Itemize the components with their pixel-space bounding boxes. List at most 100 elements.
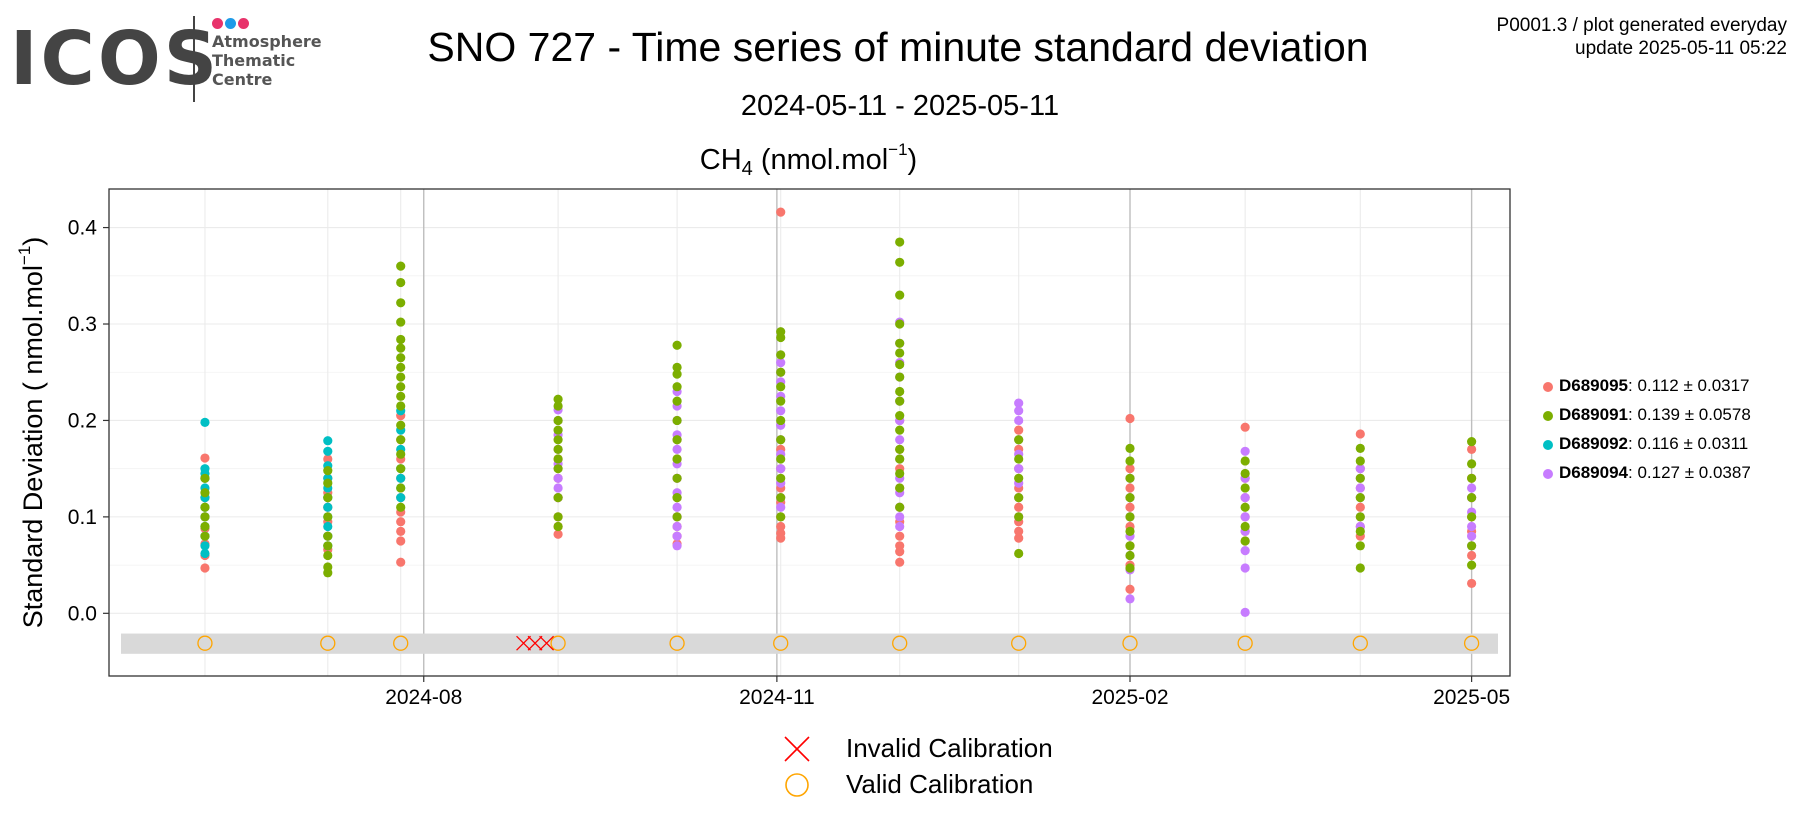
logo-subtitle: Atmosphere Thematic Centre: [212, 32, 322, 89]
data-point-d689091: [1240, 468, 1250, 479]
data-point-d689091: [776, 435, 786, 445]
data-point-d689091: [323, 541, 333, 551]
data-point-d689091: [1240, 456, 1250, 466]
data-point-d689091: [200, 521, 210, 532]
data-point-d689091: [895, 348, 905, 358]
data-point-d689091: [895, 257, 905, 267]
data-point-d689091: [553, 492, 563, 503]
data-point-d689091: [1467, 437, 1477, 447]
data-point-d689095: [553, 529, 563, 539]
data-point-d689091: [895, 396, 905, 406]
invalid-x-stroke: [516, 635, 532, 651]
logo-subtitle-line: Centre: [212, 70, 273, 89]
data-point-d689094: [553, 483, 563, 493]
valid-calibration-marker: [1011, 635, 1027, 651]
valid-calibration-marker: [197, 635, 213, 651]
valid-calibration-marker: [1463, 635, 1480, 651]
axes: 0.0 0.1 0.2 0.3 0.4 2024-08 2024-11 2025-02 2025…: [68, 217, 1510, 709]
data-point-d689091: [895, 237, 905, 247]
valid-circle-icon: [785, 773, 809, 797]
icos-logo: ICOS Atmosphere Thematic Centre: [10, 14, 340, 104]
series-name: D689094: [1559, 463, 1629, 482]
data-point-d689091: [1467, 541, 1477, 551]
data-point-d689094: [1014, 464, 1024, 474]
data-point-d689091: [1355, 456, 1365, 466]
series-name: D689095: [1559, 376, 1629, 395]
data-point-d689091: [895, 411, 905, 421]
data-point-d689091: [553, 521, 563, 532]
invalid-calibration-marker: [527, 635, 543, 651]
logo-divider: [193, 16, 195, 102]
data-point-d689095: [1125, 413, 1135, 424]
data-point-d689094: [1467, 483, 1477, 493]
data-point-d689091: [776, 454, 786, 464]
data-point-d689094: [1240, 492, 1250, 503]
data-point-d689091: [672, 492, 682, 503]
data-point-d689091: [672, 473, 682, 483]
data-point-d689091: [1125, 526, 1135, 536]
valid-calibration-marker: [1237, 635, 1253, 651]
data-point-d689091: [895, 338, 905, 348]
data-point-d689095: [1125, 584, 1135, 594]
species-name: CH: [699, 144, 742, 176]
series-stats: : 0.112 ± 0.0317: [1628, 376, 1750, 395]
data-point-d689094: [672, 502, 682, 512]
data-point-d689091: [776, 350, 786, 360]
valid-calibration-marker: [550, 635, 566, 651]
data-point-d689094: [1467, 521, 1477, 532]
data-point-d689091: [396, 420, 406, 430]
data-point-d689091: [895, 468, 905, 479]
data-point-d689095: [1014, 526, 1024, 536]
data-point-d689095: [323, 454, 333, 464]
data-point-d689091: [776, 492, 786, 503]
data-point-d689095: [1014, 502, 1024, 512]
valid-calibration-marker: [393, 635, 409, 651]
data-point-d689091: [1355, 526, 1365, 536]
data-point-d689091: [396, 435, 406, 445]
data-point-d689094: [776, 357, 786, 368]
data-point-d689091: [1125, 512, 1135, 522]
data-point-d689091: [672, 396, 682, 406]
data-point-d689091: [1125, 456, 1135, 466]
data-point-d689094: [1240, 563, 1250, 573]
chart-title: CH4 (nmol.mol−1): [0, 140, 1617, 181]
unit-close: ): [907, 144, 918, 176]
series-stats: : 0.139 ± 0.0578: [1628, 405, 1751, 424]
data-point-d689091: [895, 502, 905, 512]
data-point-d689091: [323, 550, 333, 561]
data-point-d689091: [396, 353, 406, 363]
data-point-d689091: [323, 531, 333, 541]
invalid-x-stroke: [527, 635, 543, 651]
x-tick-label: 2025-02: [1091, 686, 1168, 709]
data-point-d689094: [776, 502, 786, 512]
data-point-d689091: [672, 415, 682, 426]
update-timestamp: update 2025-05-11 05:22: [1575, 38, 1787, 59]
data-point-d689091: [1467, 492, 1477, 503]
data-point-d689091: [396, 261, 406, 271]
data-point-d689091: [1355, 563, 1365, 573]
data-point-d689092: [396, 473, 406, 483]
y-axis-label: Standard Deviation ( nmol.mol−1): [15, 237, 48, 629]
valid-calibration-marker: [669, 635, 685, 651]
data-point-d689091: [895, 483, 905, 493]
data-point-d689091: [396, 401, 406, 411]
data-point-d689091: [1240, 536, 1250, 546]
x-tick-label: 2024-11: [739, 686, 815, 709]
calibration-band: [121, 633, 1498, 654]
y-tick-label: 0.3: [68, 313, 97, 336]
data-point-d689094: [1355, 483, 1365, 493]
data-point-d689091: [1014, 435, 1024, 445]
data-point-d689095: [1014, 533, 1024, 543]
data-point-d689095: [396, 517, 406, 527]
y-tick-label: 0.0: [68, 602, 97, 625]
data-point-d689094: [895, 512, 905, 522]
data-point-d689091: [776, 415, 786, 426]
data-point-d689091: [776, 396, 786, 406]
data-point-d689091: [776, 473, 786, 483]
data-point-d689091: [396, 372, 406, 382]
data-point-d689095: [396, 526, 406, 536]
data-point-d689095: [776, 207, 786, 217]
data-point-d689091: [1467, 560, 1477, 570]
data-point-d689091: [396, 277, 406, 288]
